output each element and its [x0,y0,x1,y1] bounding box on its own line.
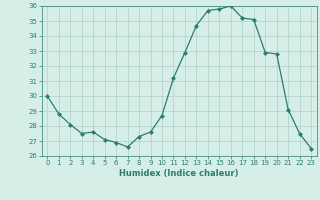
X-axis label: Humidex (Indice chaleur): Humidex (Indice chaleur) [119,169,239,178]
